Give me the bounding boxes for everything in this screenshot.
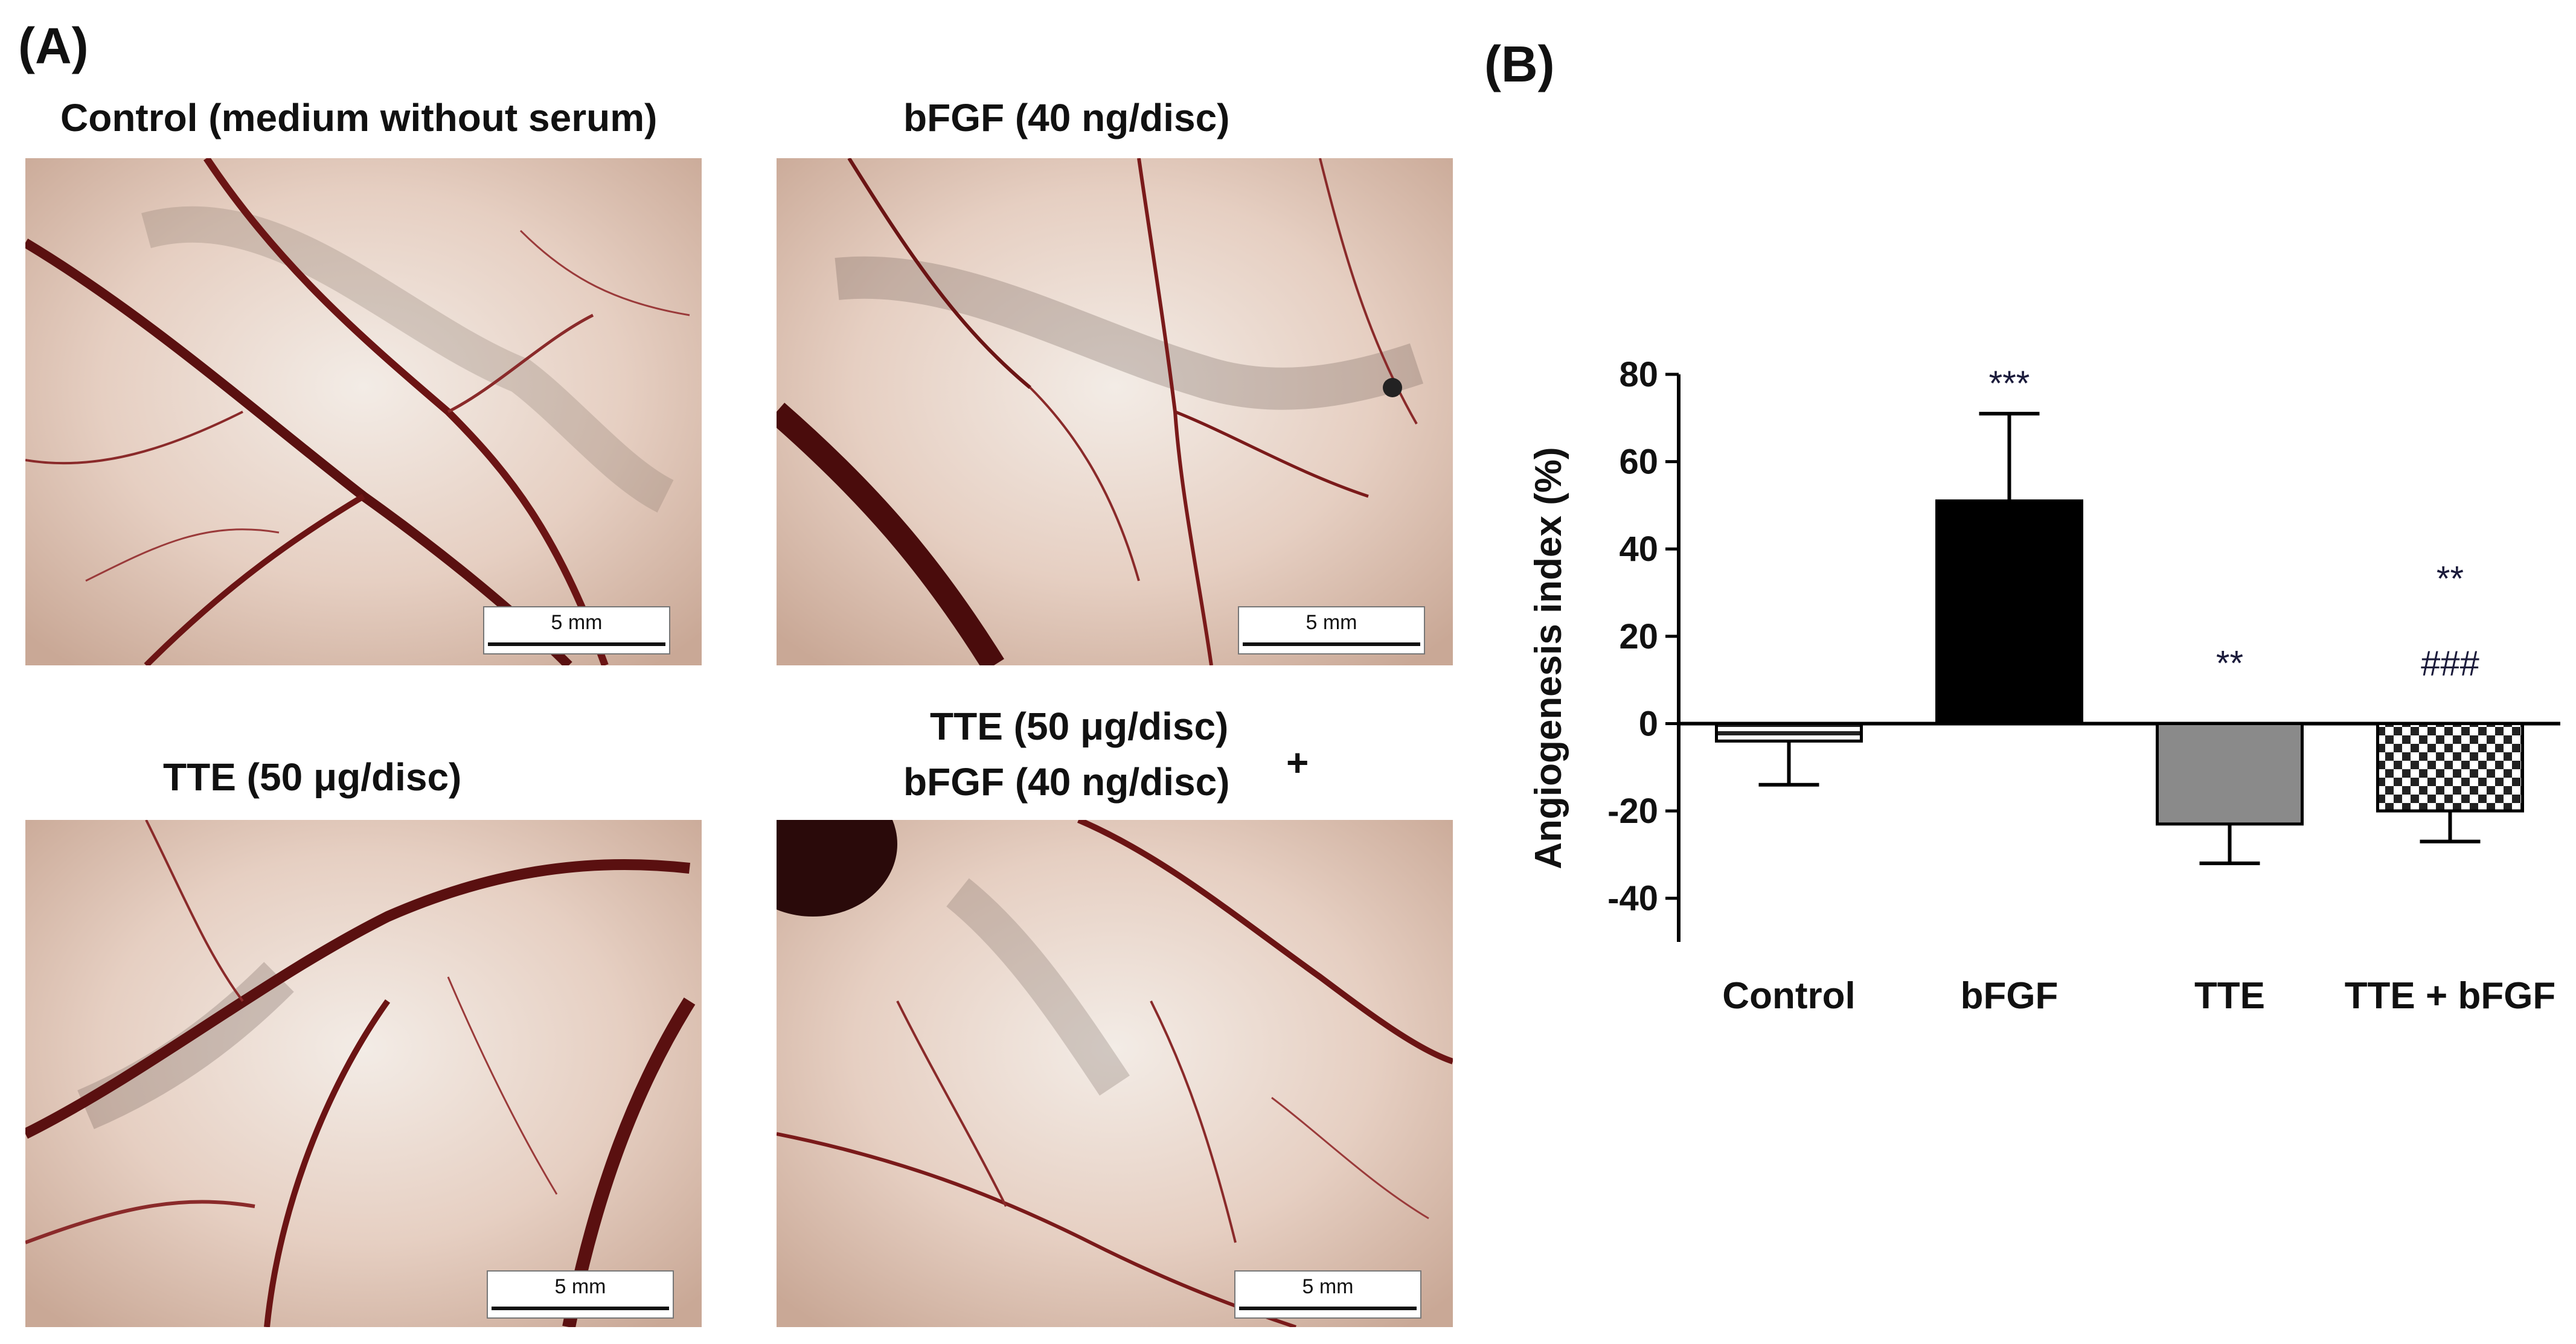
- y-tick-label: 40: [1619, 530, 1658, 569]
- y-tick-label: 60: [1619, 443, 1658, 482]
- panel-b-letter: (B): [1484, 36, 1555, 92]
- cam-photo-tte-bfgf: [777, 820, 1453, 1327]
- caption-tte: TTE (50 μg/disc): [163, 755, 462, 799]
- y-tick-label: 0: [1639, 704, 1658, 743]
- vessel-illustration: [777, 158, 1453, 665]
- x-tick-label: Control: [1722, 975, 1855, 1017]
- scale-bar-line: [1243, 642, 1420, 646]
- vessel-illustration: [25, 158, 702, 665]
- scale-bar-label: 5 mm: [551, 611, 603, 634]
- scale-bar-label: 5 mm: [1306, 611, 1357, 634]
- significance-marker: **: [2216, 644, 2243, 683]
- vessel-illustration: [777, 820, 1453, 1327]
- bar-bfgf: [1935, 499, 2083, 725]
- y-tick-label: -40: [1607, 879, 1658, 918]
- caption-combo-line1: TTE (50 μg/disc): [930, 705, 1229, 748]
- x-tick-label: TTE + bFGF: [2345, 975, 2556, 1017]
- x-tick-label: bFGF: [1961, 975, 2059, 1017]
- angiogenesis-bar-chart: -40 -20 0 20 40 60 80 Angiogenesis index (%) Con…: [1528, 355, 2560, 1017]
- cam-photo-tte: [25, 820, 702, 1327]
- significance-marker: ***: [1989, 364, 2030, 403]
- caption-bfgf: bFGF (40 ng/disc): [903, 96, 1230, 139]
- scale-bar: 5 mm: [1234, 1270, 1421, 1319]
- cam-photo-control: [25, 158, 702, 665]
- bar-tte: [2156, 722, 2304, 826]
- scale-bar-label: 5 mm: [554, 1275, 606, 1298]
- caption-control: Control (medium without serum): [60, 96, 658, 139]
- scale-bar-label: 5 mm: [1302, 1275, 1354, 1298]
- panel-a-letter: (A): [18, 18, 89, 74]
- scale-bar-line: [1239, 1307, 1417, 1310]
- caption-combo-line2: bFGF (40 ng/disc): [903, 760, 1230, 804]
- bar-control: [1715, 722, 1863, 743]
- y-tick-label: 80: [1619, 355, 1658, 394]
- x-tick-label: TTE: [2194, 975, 2265, 1017]
- significance-marker: ###: [2421, 644, 2479, 683]
- bar-tte-bfgf: [2376, 722, 2524, 813]
- cam-photo-bfgf: [777, 158, 1453, 665]
- y-tick-label: -20: [1607, 792, 1658, 831]
- vessel-illustration: [25, 820, 702, 1327]
- y-axis-label: Angiogenesis index (%): [1528, 447, 1569, 869]
- caption-combo-plus: +: [1286, 741, 1309, 784]
- y-tick-label: 20: [1619, 617, 1658, 656]
- scale-bar-line: [492, 1307, 669, 1310]
- scale-bar: 5 mm: [483, 606, 670, 654]
- scale-bar: 5 mm: [487, 1270, 674, 1319]
- significance-marker: **: [2437, 559, 2464, 598]
- scale-bar-line: [488, 642, 665, 646]
- scale-bar: 5 mm: [1238, 606, 1425, 654]
